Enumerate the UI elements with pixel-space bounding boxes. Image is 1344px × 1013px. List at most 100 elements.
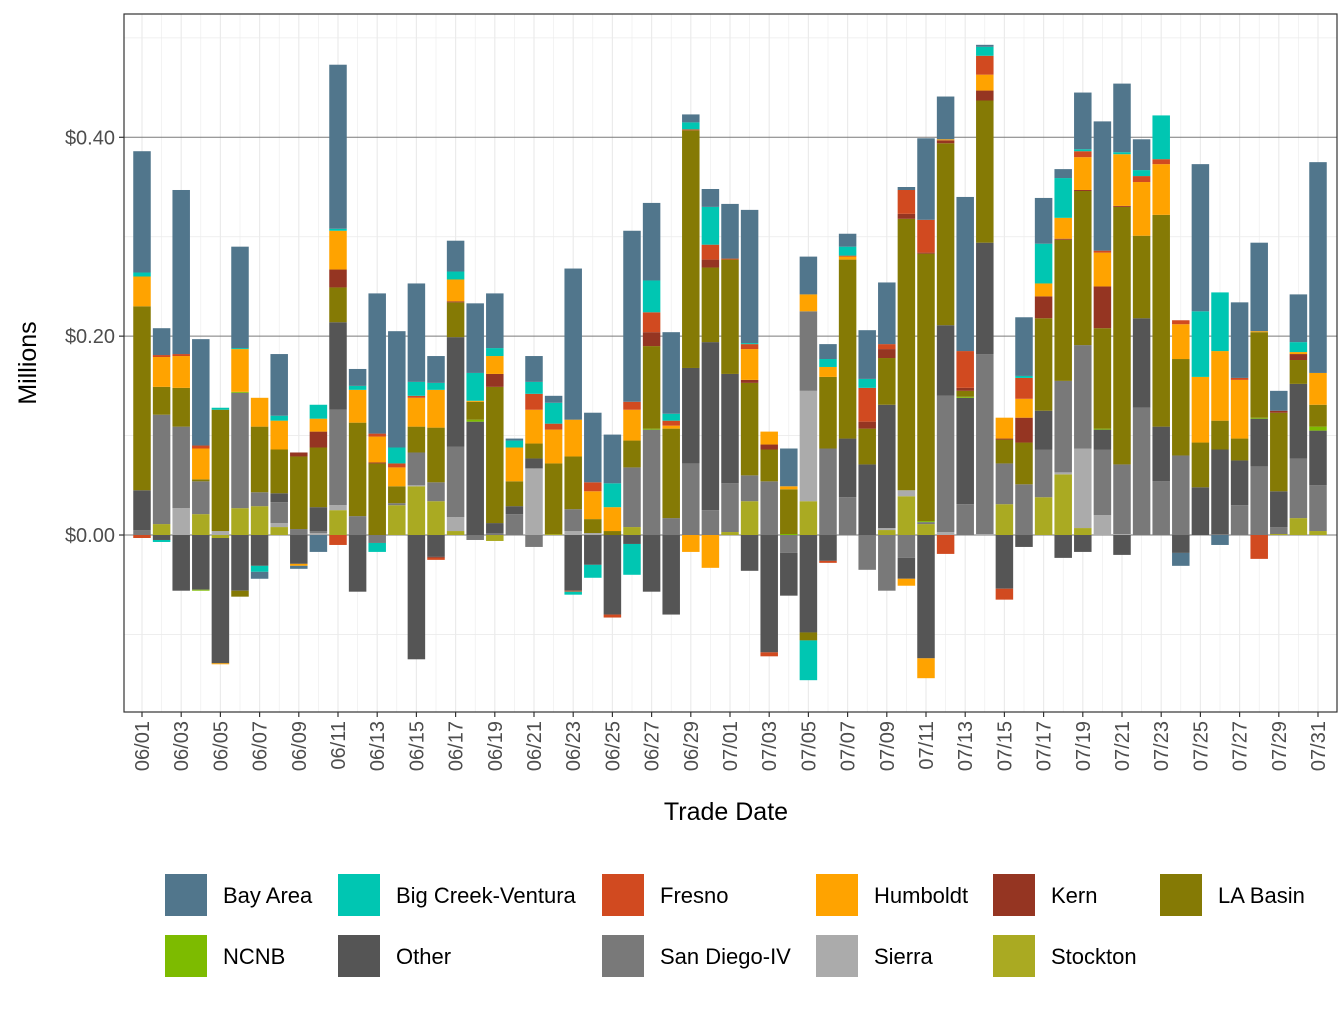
bar-segment xyxy=(133,530,151,536)
x-tick-label: 06/25 xyxy=(602,721,624,771)
bar-segment xyxy=(1015,375,1033,378)
bar-segment xyxy=(368,542,386,552)
bar-segment xyxy=(1132,170,1151,177)
bar-segment xyxy=(701,259,720,268)
bar-segment xyxy=(1191,487,1210,536)
bar-segment xyxy=(936,395,955,533)
bar-segment xyxy=(211,537,230,664)
bar-segment xyxy=(348,422,367,517)
bar-segment xyxy=(427,556,445,558)
legend-key xyxy=(1160,874,1202,916)
x-tick-label: 07/21 xyxy=(1112,721,1134,771)
bar-segment xyxy=(309,533,328,536)
bar-segment xyxy=(976,90,994,101)
bar-segment xyxy=(623,440,641,468)
bar-segment xyxy=(192,481,210,515)
bar-segment xyxy=(564,419,582,457)
bar-segment xyxy=(1015,442,1033,485)
bar-segment xyxy=(564,456,582,510)
bar-segment xyxy=(1211,534,1229,536)
bar-segment xyxy=(368,433,386,437)
bar-segment xyxy=(270,415,288,421)
bar-segment xyxy=(1034,296,1053,319)
bar-segment xyxy=(1211,535,1229,545)
bar-segment xyxy=(1211,420,1229,450)
bar-segment xyxy=(642,312,661,333)
bar-segment xyxy=(701,342,720,511)
bar-segment xyxy=(525,443,543,459)
bar-segment xyxy=(368,462,386,464)
bar-segment xyxy=(407,395,426,398)
legend-key xyxy=(816,935,858,977)
bar-segment xyxy=(1172,324,1190,360)
bar-segment xyxy=(329,287,347,323)
bar-segment xyxy=(564,591,582,595)
bar-segment xyxy=(760,652,778,657)
bar-segment xyxy=(721,203,739,259)
bar-segment xyxy=(858,428,876,465)
bar-segment xyxy=(172,535,190,591)
bar-segment xyxy=(936,535,955,554)
bar-segment xyxy=(525,393,543,410)
bar-segment xyxy=(211,531,230,536)
bar-segment xyxy=(682,114,700,123)
bar-segment xyxy=(1132,235,1151,319)
bar-segment xyxy=(780,486,798,490)
legend-item: Kern xyxy=(993,874,1097,916)
bar-segment xyxy=(544,423,563,430)
bar-segment xyxy=(329,230,347,270)
bar-segment xyxy=(682,535,700,552)
bar-segment xyxy=(623,230,641,402)
bar-segment xyxy=(505,506,524,515)
bar-segment xyxy=(427,382,445,390)
bar-segment xyxy=(486,348,504,357)
bar-segment xyxy=(936,140,955,144)
bar-segment xyxy=(1015,417,1033,443)
bar-segment xyxy=(799,311,818,391)
bar-segment xyxy=(1289,352,1308,355)
bar-segment xyxy=(309,531,328,534)
bar-segment xyxy=(838,497,857,536)
bar-segment xyxy=(897,578,916,586)
bar-segment xyxy=(1289,342,1308,353)
bar-segment xyxy=(995,504,1014,536)
bar-segment xyxy=(466,400,484,402)
bar-segment xyxy=(662,413,680,421)
bar-segment xyxy=(172,387,190,427)
bar-segment xyxy=(309,535,328,552)
bar-segment xyxy=(250,397,269,427)
bar-segment xyxy=(1211,351,1229,421)
bar-segment xyxy=(152,355,171,358)
x-tick-label: 07/29 xyxy=(1269,721,1291,771)
bar-segment xyxy=(407,397,426,427)
bar-segment xyxy=(878,535,896,591)
bar-segment xyxy=(917,658,935,679)
bar-segment xyxy=(956,390,974,397)
bar-segment xyxy=(231,391,249,393)
bar-segment xyxy=(976,354,994,535)
bar-segment xyxy=(1074,190,1092,346)
bar-segment xyxy=(878,349,896,359)
bar-segment xyxy=(329,535,347,545)
bar-segment xyxy=(1113,535,1131,555)
bar-segment xyxy=(152,386,171,415)
legend-item: Bay Area xyxy=(165,874,313,916)
x-tick-label: 07/17 xyxy=(1034,721,1056,771)
bar-segment xyxy=(486,533,504,536)
bar-segment xyxy=(525,381,543,394)
bar-segment xyxy=(290,535,308,564)
bar-segment xyxy=(740,344,759,350)
x-tick-label: 07/27 xyxy=(1230,721,1252,771)
bar-segment xyxy=(270,523,288,528)
bar-segment xyxy=(250,506,269,536)
bar-segment xyxy=(897,187,916,190)
bar-segment xyxy=(407,426,426,453)
bar-segment xyxy=(956,387,974,391)
bar-segment xyxy=(505,481,524,507)
bar-segment xyxy=(466,401,484,420)
bar-segment xyxy=(172,354,190,357)
bar-segment xyxy=(270,493,288,503)
bar-segment xyxy=(780,534,798,536)
bar-segment xyxy=(858,330,876,379)
legend-item: LA Basin xyxy=(1160,874,1305,916)
